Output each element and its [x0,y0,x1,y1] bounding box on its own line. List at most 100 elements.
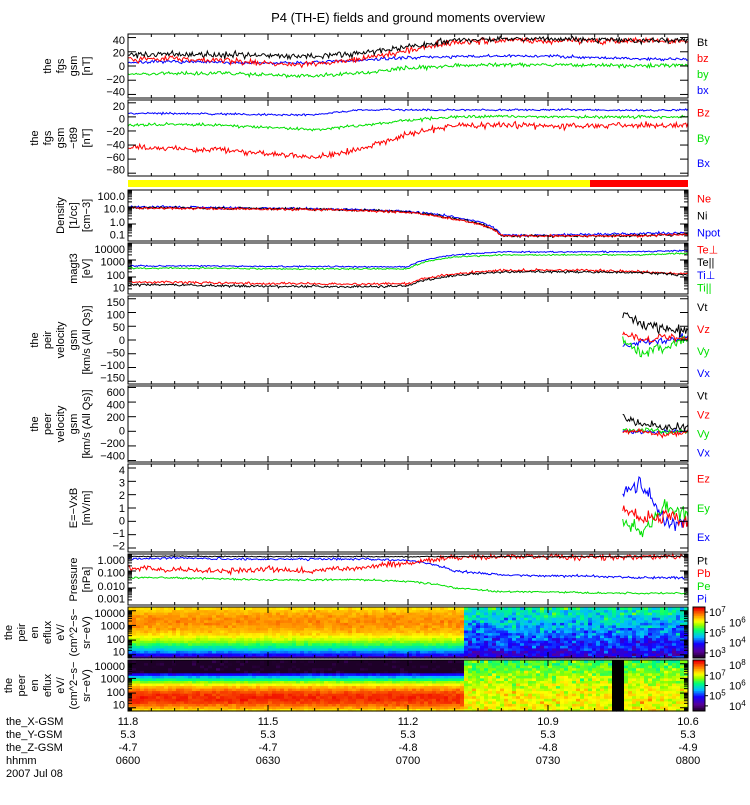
y-tick-label: 1.0 [110,217,125,229]
x-row-label-y-gsm: the_Y-GSM [6,729,62,741]
legend-entry-Vy: Vy [697,346,710,358]
y-axis-title-line: (cm^2−s− [68,609,80,657]
y-axis-title-line: peir [42,330,54,349]
legend-entry-Pe: Pe [697,581,710,593]
y-axis-title-line: en [29,626,41,638]
legend-entry-Ez: Ez [697,474,710,486]
legend-entry-Ni: Ni [697,210,707,222]
colorbar-tick-exponent: 7 [721,605,726,614]
y-axis-title-line: [eV] [81,259,93,279]
y-tick-label: 100 [107,270,125,282]
y-tick-label: 10.0 [104,204,125,216]
y-tick-label: 100 [107,310,125,322]
panel-frame-p4 [128,190,688,241]
colorbar-tick-label: 107 [709,605,726,619]
y-axis-title-line: the [29,416,41,431]
y-axis-title-line: the [42,58,54,73]
y-tick-label: 50 [113,322,125,334]
y-axis-title-line: [nT] [81,57,93,76]
y-axis-title-line: [km/s (All Qs)] [81,389,93,458]
y-tick-label: −40 [106,140,125,152]
y-tick-label: 200 [107,412,125,424]
y-axis-title-line: [km/s (All Qs)] [81,305,93,374]
y-tick-label: −150 [100,373,125,385]
y-axis-title-line: E=−VxB [68,488,80,528]
legend-entry-Ex: Ex [697,532,710,544]
colorbar-tick-label: 103 [709,646,726,660]
y-axis-title-line: [1/cc] [68,202,80,228]
colorbar-tick-exponent: 5 [721,626,726,635]
y-axis-title-line: gsm [68,414,80,435]
y-tick-label: 100.0 [97,191,125,203]
legend-entry-bx: bx [697,85,709,97]
series-line-Ne [128,207,688,237]
legend-entry-Pt: Pt [697,555,707,567]
y-tick-label: 0.001 [97,594,125,606]
y-axis-title-line: velocity [55,321,67,358]
y-axis-title-p8: E=−VxB[mV/m] [68,488,93,528]
y-tick-label: 10 [113,647,125,659]
y-axis-title-line: magt3 [68,253,80,284]
y-tick-label: 10 [113,283,125,295]
state-bar-segment [128,180,590,187]
y-tick-label: −60 [106,152,125,164]
y-axis-title-line: [nT] [81,129,93,148]
legend-entry-Pi: Pi [697,594,707,606]
y-tick-label: 10000 [94,608,125,620]
y-axis-title-line: [cm−3] [81,199,93,232]
x-date-label: 2007 Jul 08 [6,768,63,780]
y-tick-label: 3 [119,478,125,490]
legend-entry-Pb: Pb [697,568,710,580]
y-axis-title-p4: Density[1/cc][cm−3] [55,197,93,234]
legend-entry-Ne: Ne [697,193,711,205]
y-axis-title-line: sr−eV) [81,616,93,649]
legend-entry-Vz: Vz [697,409,710,421]
legend-entry-Vz: Vz [697,324,710,336]
y-axis-title-p5: magt3[eV] [68,253,93,284]
x-row-label-z-gsm: the_Z-GSM [6,742,63,754]
y-axis-title-p9: Pressure[nPa] [68,557,93,601]
y-axis-title-line: peir [16,623,28,642]
legend-entry-Bx: Bx [697,158,710,170]
y-tick-label: −100 [100,360,125,372]
y-tick-label: 0 [119,516,125,528]
y-tick-label: 150 [107,297,125,309]
colorbar-tick-exponent: 6 [741,615,746,624]
y-axis-title-line: gsm [55,128,67,149]
y-tick-label: 600 [107,387,125,399]
y-tick-label: −400 [100,451,125,463]
legend-entry-Ti||: Ti|| [697,283,711,295]
series-line-Ey [623,499,688,537]
y-tick-label: 40 [113,35,125,47]
y-axis-title-line: gsm [68,56,80,77]
y-axis-title-line: gsm [68,330,80,351]
y-axis-title-line: the [3,625,15,640]
y-axis-title-line: Pressure [68,557,80,601]
y-tick-label: −20 [106,126,125,138]
y-axis-title-line: eV/ [55,623,67,640]
series-line-Bx [128,109,688,116]
y-tick-label: 0 [119,426,125,438]
colorbar-tick-exponent: 4 [741,636,746,645]
x-row-label-x-gsm: the_X-GSM [6,716,63,728]
legend-entry-Te||: Te|| [697,257,714,269]
y-tick-label: 1 [119,503,125,515]
y-tick-label: −40 [106,87,125,99]
series-line-By [128,115,688,131]
state-bar-segment [590,180,688,187]
panel-frame-p6 [128,296,688,384]
y-tick-label: −1 [112,528,125,540]
y-axis-title-line: −t89 [68,127,80,149]
y-tick-label: −2 [112,541,125,553]
colorbar-tick-label: 106 [729,615,746,629]
y-axis-title-line: velocity [55,405,67,442]
series-line-Bz [128,121,688,158]
spectrogram-s1 [128,607,689,659]
y-tick-label: 0.100 [97,568,125,580]
